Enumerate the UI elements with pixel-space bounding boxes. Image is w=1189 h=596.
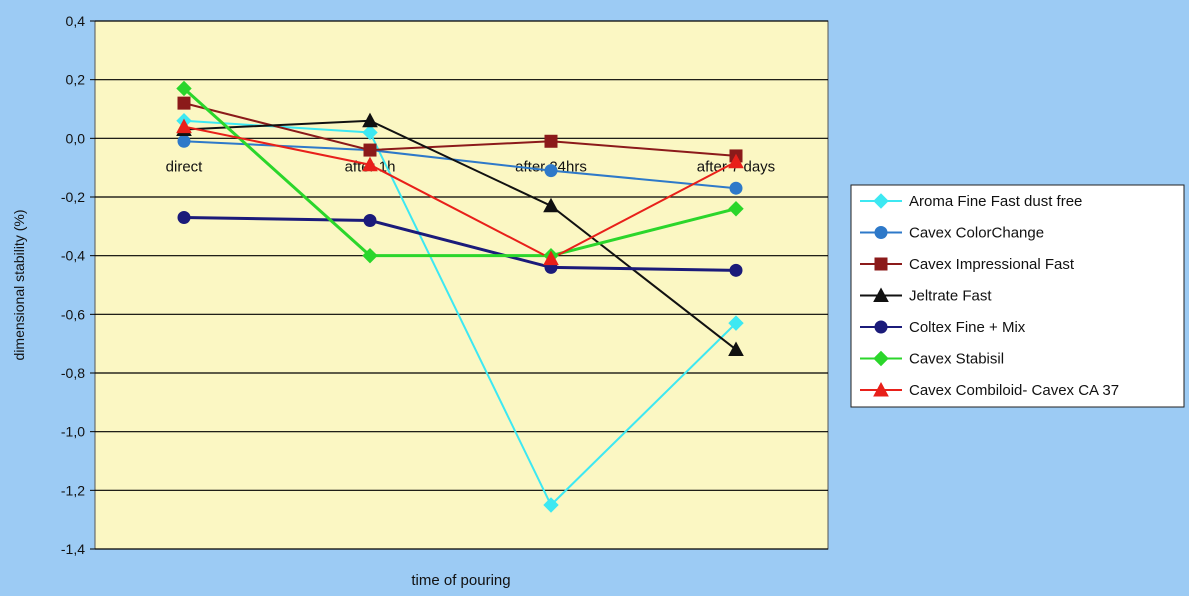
data-point: [177, 134, 191, 148]
data-point: [728, 341, 744, 357]
legend-marker: [874, 257, 888, 271]
y-tick-label: 0,0: [66, 130, 86, 146]
data-point: [729, 181, 743, 195]
legend-marker: [873, 287, 889, 302]
legend-marker: [873, 350, 889, 367]
legend-marker: [874, 226, 888, 239]
y-tick-label: -1,2: [61, 482, 85, 498]
data-point: [544, 164, 558, 178]
legend-box: [850, 184, 1185, 408]
y-axis-label: dimensional stability (%): [11, 210, 27, 361]
legend-label: Cavex Stabisil: [909, 351, 1004, 368]
x-category-label: direct: [166, 158, 204, 175]
legend-item: Cavex ColorChange: [860, 225, 1044, 242]
legend-marker: [873, 381, 889, 397]
data-point: [728, 315, 744, 331]
grid-lines: [95, 20, 828, 550]
series-markers: [176, 80, 744, 513]
y-tick-label: -1,4: [61, 541, 85, 557]
data-point: [363, 143, 377, 157]
y-tick-label: -0,8: [61, 365, 85, 381]
series-line: [183, 125, 737, 260]
y-axis-ticks: 0,4 0,2 0,0 -0,2 -0,4 -0,6 -0,8 -1,0 -1,2 -1,4: [61, 13, 95, 557]
data-point: [362, 124, 378, 141]
legend-label: Cavex ColorChange: [909, 225, 1044, 242]
legend-label: Aroma Fine Fast dust free: [909, 193, 1082, 210]
data-point: [176, 80, 192, 97]
data-point: [176, 118, 192, 134]
data-point: [729, 263, 743, 277]
legend-label: Jeltrate Fast: [909, 288, 992, 305]
plot-area: [94, 20, 829, 550]
x-axis-label: time of pouring: [411, 572, 510, 589]
data-point: [177, 96, 191, 110]
legend-item: Cavex Combiloid- Cavex CA 37: [860, 381, 1119, 399]
legend-item: Cavex Impressional Fast: [860, 256, 1075, 273]
legend-marker: [873, 193, 889, 209]
y-tick-label: -0,6: [61, 306, 85, 322]
legend: Aroma Fine Fast dust free Cavex ColorChan…: [850, 184, 1185, 408]
legend-label: Cavex Impressional Fast: [909, 256, 1075, 273]
y-tick-label: 0,2: [66, 72, 86, 88]
data-point: [362, 247, 378, 264]
data-point: [544, 134, 558, 148]
legend-marker: [874, 320, 888, 334]
data-point: [728, 153, 744, 169]
data-point: [543, 250, 559, 266]
data-point: [177, 211, 191, 225]
legend-item: Coltex Fine + Mix: [860, 319, 1026, 336]
data-point: [362, 112, 378, 128]
data-point: [543, 497, 559, 513]
legend-label: Coltex Fine + Mix: [909, 319, 1026, 336]
series-line: [183, 119, 737, 351]
series-lines: [182, 87, 737, 507]
y-tick-label: -0,4: [61, 248, 85, 264]
series-line: [183, 102, 737, 157]
series-line: [182, 87, 737, 258]
legend-item: Jeltrate Fast: [860, 287, 992, 305]
data-point: [543, 197, 559, 213]
y-tick-label: 0,4: [66, 13, 86, 29]
data-point: [363, 213, 377, 227]
series-line: [183, 216, 737, 272]
data-point: [362, 156, 378, 172]
legend-item: Aroma Fine Fast dust free: [860, 193, 1082, 210]
legend-label: Cavex Combiloid- Cavex CA 37: [909, 382, 1119, 399]
legend-item: Cavex Stabisil: [860, 351, 1004, 368]
y-tick-label: -0,2: [61, 189, 85, 205]
y-tick-label: -1,0: [61, 424, 85, 440]
data-point: [728, 201, 744, 217]
